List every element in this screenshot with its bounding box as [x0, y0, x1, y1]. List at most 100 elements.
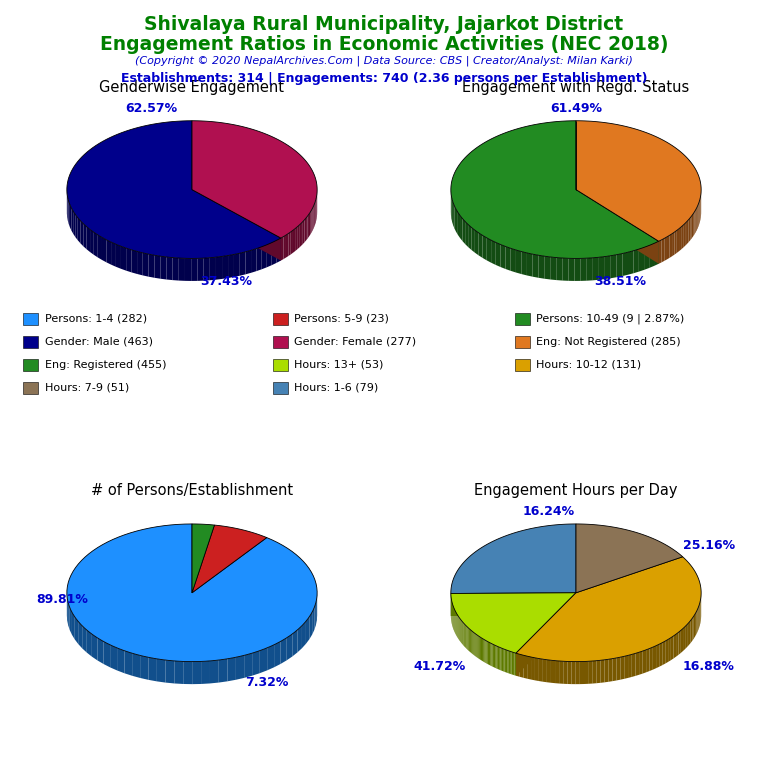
Polygon shape — [462, 219, 465, 244]
Polygon shape — [451, 593, 576, 616]
Polygon shape — [550, 257, 556, 280]
Polygon shape — [681, 628, 683, 653]
Polygon shape — [478, 233, 482, 258]
Polygon shape — [272, 240, 276, 265]
Polygon shape — [302, 621, 306, 648]
Text: Eng: Not Registered (285): Eng: Not Registered (285) — [536, 336, 680, 347]
Polygon shape — [568, 661, 571, 684]
Text: 62.57%: 62.57% — [125, 101, 177, 114]
Polygon shape — [487, 238, 491, 263]
Polygon shape — [576, 524, 683, 593]
Polygon shape — [67, 598, 68, 625]
Polygon shape — [470, 629, 471, 653]
Polygon shape — [173, 257, 179, 280]
Polygon shape — [451, 121, 659, 258]
Polygon shape — [494, 645, 495, 668]
Polygon shape — [468, 224, 472, 250]
Polygon shape — [497, 646, 498, 669]
Polygon shape — [503, 649, 505, 672]
Polygon shape — [68, 603, 70, 630]
Polygon shape — [545, 257, 550, 280]
Polygon shape — [309, 212, 310, 237]
Polygon shape — [78, 621, 82, 648]
Polygon shape — [679, 227, 681, 251]
Polygon shape — [670, 233, 672, 258]
Polygon shape — [276, 238, 281, 263]
Polygon shape — [293, 229, 295, 253]
Polygon shape — [307, 214, 309, 239]
Polygon shape — [487, 641, 488, 664]
Polygon shape — [468, 627, 469, 651]
Polygon shape — [311, 208, 313, 233]
Text: Hours: 13+ (53): Hours: 13+ (53) — [294, 359, 383, 370]
Polygon shape — [639, 651, 643, 675]
Text: 89.81%: 89.81% — [37, 593, 88, 605]
Text: 41.72%: 41.72% — [414, 660, 466, 673]
Polygon shape — [68, 201, 70, 227]
Polygon shape — [281, 237, 283, 260]
Polygon shape — [310, 210, 311, 235]
Polygon shape — [234, 253, 240, 277]
Polygon shape — [562, 258, 568, 281]
Polygon shape — [581, 258, 587, 281]
Polygon shape — [683, 627, 685, 651]
Polygon shape — [491, 240, 495, 265]
Polygon shape — [179, 258, 185, 281]
Polygon shape — [634, 249, 639, 273]
Polygon shape — [236, 655, 244, 680]
Polygon shape — [667, 235, 670, 260]
Polygon shape — [584, 661, 588, 684]
Polygon shape — [656, 644, 659, 668]
Polygon shape — [157, 659, 166, 683]
Polygon shape — [306, 216, 307, 240]
Text: Persons: 1-4 (282): Persons: 1-4 (282) — [45, 313, 147, 324]
Polygon shape — [668, 637, 671, 662]
Polygon shape — [140, 655, 148, 680]
Polygon shape — [87, 630, 92, 657]
Polygon shape — [246, 250, 251, 274]
Polygon shape — [192, 121, 317, 238]
Polygon shape — [662, 641, 665, 665]
Polygon shape — [286, 233, 289, 257]
Polygon shape — [650, 647, 653, 671]
Text: Shivalaya Rural Municipality, Jajarkot District: Shivalaya Rural Municipality, Jajarkot D… — [144, 15, 624, 35]
Polygon shape — [480, 637, 481, 660]
Polygon shape — [174, 661, 184, 684]
Polygon shape — [576, 121, 701, 241]
Polygon shape — [124, 650, 132, 676]
Polygon shape — [455, 206, 456, 232]
Polygon shape — [210, 660, 219, 684]
Polygon shape — [635, 652, 639, 676]
Polygon shape — [451, 524, 576, 594]
Polygon shape — [166, 660, 174, 684]
Polygon shape — [568, 258, 574, 281]
Polygon shape — [262, 245, 266, 270]
Polygon shape — [511, 248, 516, 273]
Polygon shape — [659, 643, 662, 667]
Text: Hours: 7-9 (51): Hours: 7-9 (51) — [45, 382, 129, 393]
Polygon shape — [488, 641, 489, 665]
Polygon shape — [280, 637, 286, 664]
Polygon shape — [608, 659, 613, 682]
Title: Genderwise Engagement: Genderwise Engagement — [100, 80, 284, 94]
Text: 7.32%: 7.32% — [245, 676, 288, 689]
Polygon shape — [456, 209, 458, 235]
Polygon shape — [289, 232, 291, 256]
Polygon shape — [126, 248, 131, 273]
Polygon shape — [617, 253, 622, 277]
Polygon shape — [628, 250, 634, 275]
Text: 37.43%: 37.43% — [200, 275, 252, 288]
Polygon shape — [538, 255, 545, 279]
Polygon shape — [551, 660, 555, 684]
Text: Persons: 5-9 (23): Persons: 5-9 (23) — [294, 313, 389, 324]
Polygon shape — [690, 618, 692, 643]
Polygon shape — [643, 650, 646, 674]
Polygon shape — [628, 654, 632, 678]
Polygon shape — [84, 223, 87, 249]
Polygon shape — [587, 258, 593, 280]
Polygon shape — [555, 660, 559, 684]
Polygon shape — [82, 626, 87, 653]
Polygon shape — [478, 636, 480, 660]
Polygon shape — [460, 216, 462, 241]
Polygon shape — [295, 227, 297, 251]
